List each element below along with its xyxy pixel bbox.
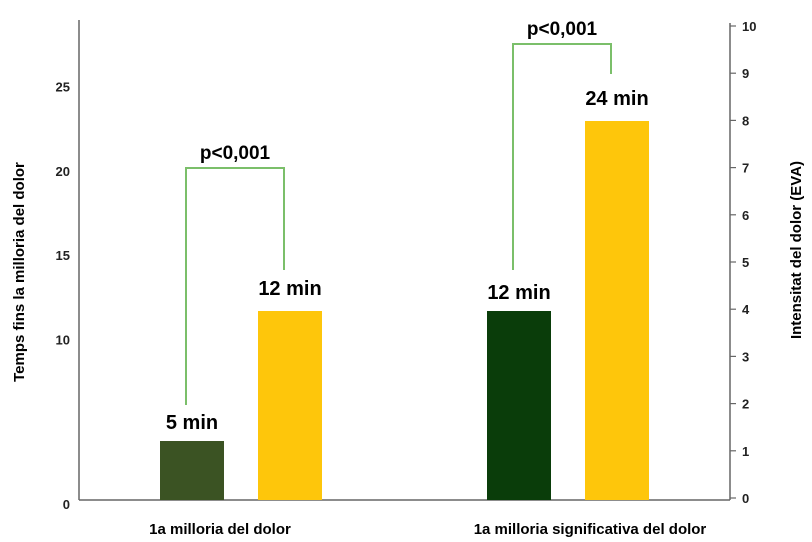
bar-series-2 bbox=[585, 121, 649, 500]
right-tick-label: 3 bbox=[742, 349, 749, 364]
category-label: 1a milloria significativa del dolor bbox=[474, 521, 707, 538]
right-tick-label: 9 bbox=[742, 66, 749, 81]
right-tick-label: 4 bbox=[742, 302, 750, 317]
bar-series-1 bbox=[487, 311, 551, 500]
left-tick-label: 25 bbox=[56, 80, 70, 95]
right-tick-label: 1 bbox=[742, 444, 749, 459]
right-tick-label: 5 bbox=[742, 255, 749, 270]
data-label: 24 min bbox=[585, 88, 648, 110]
bar-series-1 bbox=[160, 441, 224, 500]
right-tick-label: 6 bbox=[742, 208, 749, 223]
data-label: 5 min bbox=[166, 412, 218, 434]
significance-label: p<0,001 bbox=[200, 143, 271, 164]
right-tick-label: 2 bbox=[742, 397, 749, 412]
significance-bracket bbox=[512, 43, 612, 270]
right-axis-title: Intensitat del dolor (EVA) bbox=[788, 161, 805, 339]
left-axis-title: Temps fins la milloria del dolor bbox=[11, 162, 28, 382]
right-tick-label: 8 bbox=[742, 113, 749, 128]
significance-bracket bbox=[185, 167, 285, 405]
left-tick-label: 10 bbox=[56, 332, 70, 347]
left-tick-label: 0 bbox=[63, 497, 70, 512]
category-label: 1a milloria del dolor bbox=[149, 521, 291, 538]
left-tick-label: 15 bbox=[56, 248, 70, 263]
right-tick-label: 7 bbox=[742, 161, 749, 176]
significance-label: p<0,001 bbox=[527, 19, 598, 40]
data-label: 12 min bbox=[258, 278, 321, 300]
right-tick-label: 0 bbox=[742, 491, 749, 506]
right-tick-label: 10 bbox=[742, 19, 756, 34]
bar-series-2 bbox=[258, 311, 322, 500]
data-label: 12 min bbox=[487, 282, 550, 304]
left-tick-label: 20 bbox=[56, 164, 70, 179]
